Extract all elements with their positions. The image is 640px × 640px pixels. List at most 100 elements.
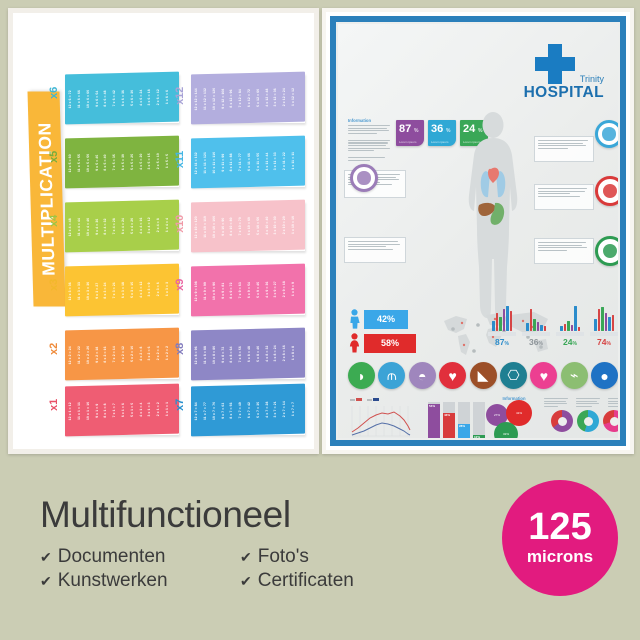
bar-column: 54%: [428, 402, 440, 438]
table-row: 5 x 1 = 5: [129, 402, 134, 417]
information-heading: Information: [348, 118, 372, 123]
bar: [540, 325, 543, 331]
table-row: 5 x 4 = 20: [129, 217, 134, 234]
table-row: 2 x 6 = 12: [156, 88, 161, 106]
table-label-x7: x7: [174, 399, 186, 411]
bar: [499, 317, 502, 331]
badge-caption: Lorem ipsum: [431, 140, 449, 144]
multiplication-table-x11[interactable]: 1 x 11 = 11 2 x 11 = 22 3 x 11 = 33 4 x 11 …: [174, 135, 305, 189]
multiplication-table-x12[interactable]: 1 x 12 = 12 2 x 12 = 24 3 x 12 = 36 4 x 12 …: [174, 71, 305, 125]
table-row: 11 x 11 = 121: [202, 152, 207, 174]
table-row: 10 x 5 = 50: [85, 153, 90, 172]
bar: [567, 321, 570, 331]
multiplication-title: MULTIPLICATION: [33, 122, 59, 276]
badge-caption: Lorem ipsum: [463, 140, 481, 144]
brain-icon: ◓: [408, 362, 436, 389]
table-row: 11 x 7 = 77: [202, 402, 207, 421]
table-row: 1 x 12 = 12: [291, 87, 296, 107]
bar-fill: [428, 404, 440, 438]
icon-glyph: [602, 183, 618, 199]
table-row: 8 x 2 = 16: [103, 346, 108, 363]
table-row: 11 x 4 = 44: [76, 218, 81, 237]
bar: [563, 324, 566, 331]
hospital-logo-main: HOSPITAL: [523, 84, 604, 101]
table-row: 2 x 2 = 4: [156, 345, 161, 361]
table-body: 1 x 9 = 9 2 x 9 = 18 3 x 9 = 27 4 x 9 = 36 5…: [191, 263, 305, 317]
table-row: 11 x 12 = 132: [202, 88, 207, 111]
badge-value: 24: [463, 123, 476, 135]
poster-hospital-infographic[interactable]: Trinity HOSPITAL Information 87% Lorem ip…: [322, 8, 634, 454]
table-row: 2 x 8 = 16: [282, 344, 287, 362]
table-row: 4 x 9 = 36: [264, 281, 269, 298]
bar: [506, 306, 509, 331]
mini-bars: [556, 306, 584, 331]
multiplication-table-x8[interactable]: 1 x 8 = 8 2 x 8 = 16 3 x 8 = 24 4 x 8 = 32 5…: [174, 327, 305, 381]
bubble-chart: 27% 41% 32%: [486, 400, 542, 438]
bar: [604, 313, 607, 331]
table-row: 2 x 9 = 18: [282, 280, 287, 298]
donut-chart: [603, 410, 618, 432]
table-label-x8: x8: [174, 343, 186, 355]
table-row: 9 x 1 = 9: [94, 403, 99, 418]
table-row: 8 x 12 = 96: [229, 89, 234, 108]
table-row: 2 x 11 = 22: [282, 152, 287, 171]
bar: [594, 319, 597, 331]
table-row: 10 x 7 = 70: [211, 401, 216, 420]
table-row: 4 x 3 = 12: [138, 281, 143, 298]
bar-label: 43%: [444, 413, 451, 418]
table-row: 8 x 9 = 72: [229, 282, 234, 299]
bar-column: 12%: [473, 402, 485, 438]
table-label-x11: x11: [174, 151, 186, 169]
table-label-x10: x10: [174, 215, 186, 233]
table-row: 2 x 1 = 2: [156, 401, 161, 417]
table-row: 4 x 12 = 48: [264, 88, 269, 107]
table-row: 6 x 9 = 54: [247, 281, 251, 299]
table-row: 8 x 4 = 32: [103, 218, 108, 235]
bar-column: 28%: [458, 402, 470, 438]
multiplication-title-banner: MULTIPLICATION: [27, 91, 66, 307]
table-row: 9 x 6 = 54: [94, 90, 99, 107]
table-row: 6 x 3 = 18: [121, 281, 125, 299]
table-row: 10 x 8 = 80: [211, 345, 216, 364]
table-row: 5 x 10 = 50: [255, 216, 260, 235]
table-row: 2 x 10 = 20: [282, 215, 287, 235]
callout-right-mid: [534, 184, 594, 210]
icon-glyph: [602, 243, 618, 259]
table-label-x9: x9: [174, 279, 186, 291]
mini-bar-chart-24: 24%: [556, 306, 584, 347]
feature-label: Certificaten: [257, 570, 354, 591]
table-row: 6 x 12 = 72: [247, 88, 251, 108]
chart-caption-bg: [556, 332, 584, 336]
table-row: 6 x 6 = 36: [121, 89, 125, 107]
table-row: 10 x 9 = 90: [211, 281, 216, 300]
multiplication-table-x7[interactable]: 1 x 7 = 7 2 x 7 = 14 3 x 7 = 21 4 x 7 = 28 5…: [174, 383, 305, 437]
bar-label: 28%: [459, 424, 466, 428]
table-row: 4 x 4 = 16: [138, 217, 143, 234]
table-row: 3 x 6 = 18: [147, 89, 152, 106]
multiplication-table-x10[interactable]: 1 x 10 = 10 2 x 10 = 20 3 x 10 = 30 4 x 10 …: [174, 199, 305, 253]
feature-item: ✔ Documenten: [40, 546, 200, 568]
table-row: 8 x 6 = 48: [103, 90, 108, 107]
table-row: 7 x 3 = 21: [112, 282, 117, 299]
table-row: 7 x 7 = 49: [238, 402, 243, 419]
bar-fill: [473, 434, 485, 438]
badge-unit: %: [446, 128, 451, 134]
table-row: 8 x 7 = 56: [229, 402, 234, 419]
chart-caption-bg: [590, 332, 618, 336]
male-icon: [348, 309, 361, 329]
table-row: 7 x 12 = 84: [238, 89, 243, 108]
table-row: 5 x 5 = 25: [129, 153, 134, 170]
table-body: 1 x 8 = 8 2 x 8 = 16 3 x 8 = 24 4 x 8 = 32 5…: [191, 327, 305, 381]
badge-value: 36: [431, 123, 444, 135]
bar: [577, 327, 580, 331]
table-row: 12 x 11 = 132: [194, 152, 199, 175]
multiplication-table-x9[interactable]: 1 x 9 = 9 2 x 9 = 18 3 x 9 = 27 4 x 9 = 36 5…: [174, 263, 305, 317]
